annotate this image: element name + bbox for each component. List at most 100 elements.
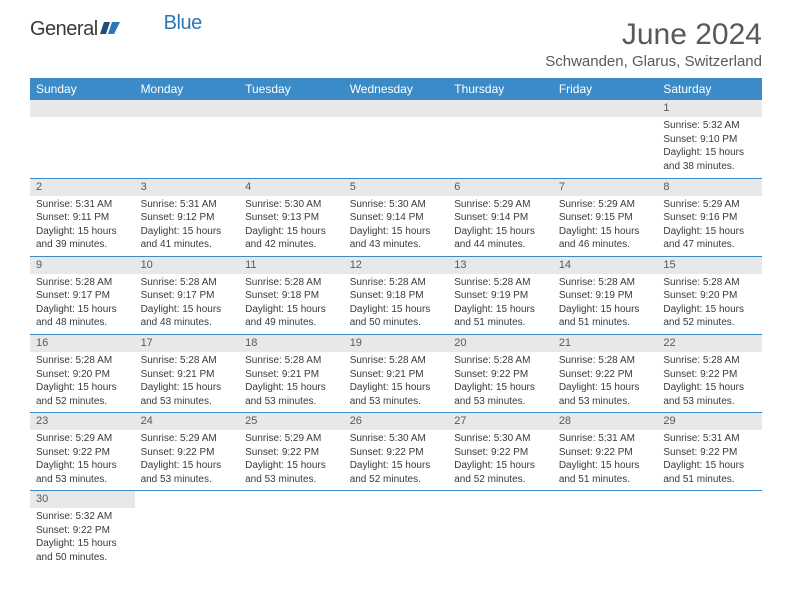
- day-body: Sunrise: 5:28 AMSunset: 9:19 PMDaylight:…: [553, 274, 658, 334]
- calendar-row: 9Sunrise: 5:28 AMSunset: 9:17 PMDaylight…: [30, 256, 762, 334]
- day-number: 6: [448, 179, 553, 196]
- day-body: Sunrise: 5:28 AMSunset: 9:20 PMDaylight:…: [30, 352, 135, 412]
- day-number: [135, 100, 240, 117]
- day-number: 15: [657, 257, 762, 274]
- weekday-header: Tuesday: [239, 78, 344, 100]
- calendar-row: 23Sunrise: 5:29 AMSunset: 9:22 PMDayligh…: [30, 413, 762, 491]
- day-body: Sunrise: 5:28 AMSunset: 9:20 PMDaylight:…: [657, 274, 762, 334]
- calendar-cell: [30, 100, 135, 178]
- weekday-header: Monday: [135, 78, 240, 100]
- logo-text-general: General: [30, 18, 98, 41]
- day-number: [553, 100, 658, 117]
- day-number: 8: [657, 179, 762, 196]
- day-number: 12: [344, 257, 449, 274]
- calendar-cell: 8Sunrise: 5:29 AMSunset: 9:16 PMDaylight…: [657, 178, 762, 256]
- calendar-cell: 15Sunrise: 5:28 AMSunset: 9:20 PMDayligh…: [657, 256, 762, 334]
- day-number: 3: [135, 179, 240, 196]
- day-body: Sunrise: 5:28 AMSunset: 9:19 PMDaylight:…: [448, 274, 553, 334]
- day-number: 2: [30, 179, 135, 196]
- day-number: [448, 100, 553, 117]
- calendar-cell: 24Sunrise: 5:29 AMSunset: 9:22 PMDayligh…: [135, 413, 240, 491]
- calendar-cell: [448, 491, 553, 569]
- day-body: Sunrise: 5:28 AMSunset: 9:21 PMDaylight:…: [239, 352, 344, 412]
- calendar-cell: 11Sunrise: 5:28 AMSunset: 9:18 PMDayligh…: [239, 256, 344, 334]
- day-body: Sunrise: 5:31 AMSunset: 9:22 PMDaylight:…: [657, 430, 762, 490]
- calendar-row: 16Sunrise: 5:28 AMSunset: 9:20 PMDayligh…: [30, 334, 762, 412]
- day-number: 13: [448, 257, 553, 274]
- weekday-header: Saturday: [657, 78, 762, 100]
- logo-text-blue: Blue: [164, 12, 202, 35]
- calendar-cell: 27Sunrise: 5:30 AMSunset: 9:22 PMDayligh…: [448, 413, 553, 491]
- day-body: Sunrise: 5:31 AMSunset: 9:22 PMDaylight:…: [553, 430, 658, 490]
- day-body: Sunrise: 5:29 AMSunset: 9:22 PMDaylight:…: [30, 430, 135, 490]
- day-body: [135, 117, 240, 123]
- day-number: 30: [30, 491, 135, 508]
- calendar-cell: 21Sunrise: 5:28 AMSunset: 9:22 PMDayligh…: [553, 334, 658, 412]
- day-number: 5: [344, 179, 449, 196]
- calendar-cell: 10Sunrise: 5:28 AMSunset: 9:17 PMDayligh…: [135, 256, 240, 334]
- day-body: Sunrise: 5:31 AMSunset: 9:11 PMDaylight:…: [30, 196, 135, 256]
- day-number: 14: [553, 257, 658, 274]
- day-number: 24: [135, 413, 240, 430]
- calendar-cell: [135, 491, 240, 569]
- calendar-cell: 23Sunrise: 5:29 AMSunset: 9:22 PMDayligh…: [30, 413, 135, 491]
- day-body: Sunrise: 5:32 AMSunset: 9:22 PMDaylight:…: [30, 508, 135, 568]
- day-body: Sunrise: 5:28 AMSunset: 9:22 PMDaylight:…: [448, 352, 553, 412]
- day-body: Sunrise: 5:29 AMSunset: 9:22 PMDaylight:…: [239, 430, 344, 490]
- day-number: 18: [239, 335, 344, 352]
- day-body: [553, 117, 658, 123]
- day-body: Sunrise: 5:28 AMSunset: 9:22 PMDaylight:…: [553, 352, 658, 412]
- day-number: 7: [553, 179, 658, 196]
- calendar-cell: 16Sunrise: 5:28 AMSunset: 9:20 PMDayligh…: [30, 334, 135, 412]
- calendar-cell: 20Sunrise: 5:28 AMSunset: 9:22 PMDayligh…: [448, 334, 553, 412]
- day-body: Sunrise: 5:29 AMSunset: 9:15 PMDaylight:…: [553, 196, 658, 256]
- calendar-cell: 28Sunrise: 5:31 AMSunset: 9:22 PMDayligh…: [553, 413, 658, 491]
- weekday-header: Thursday: [448, 78, 553, 100]
- day-body: Sunrise: 5:30 AMSunset: 9:14 PMDaylight:…: [344, 196, 449, 256]
- day-number: 19: [344, 335, 449, 352]
- calendar-cell: [657, 491, 762, 569]
- day-body: Sunrise: 5:29 AMSunset: 9:16 PMDaylight:…: [657, 196, 762, 256]
- weekday-header: Friday: [553, 78, 658, 100]
- calendar-cell: 6Sunrise: 5:29 AMSunset: 9:14 PMDaylight…: [448, 178, 553, 256]
- day-number: 10: [135, 257, 240, 274]
- day-body: Sunrise: 5:32 AMSunset: 9:10 PMDaylight:…: [657, 117, 762, 177]
- day-number: [30, 100, 135, 117]
- title-block: June 2024 Schwanden, Glarus, Switzerland: [545, 18, 762, 70]
- day-body: Sunrise: 5:30 AMSunset: 9:22 PMDaylight:…: [344, 430, 449, 490]
- day-number: 23: [30, 413, 135, 430]
- day-body: [239, 117, 344, 123]
- calendar-cell: 5Sunrise: 5:30 AMSunset: 9:14 PMDaylight…: [344, 178, 449, 256]
- calendar-cell: 14Sunrise: 5:28 AMSunset: 9:19 PMDayligh…: [553, 256, 658, 334]
- day-number: 28: [553, 413, 658, 430]
- day-body: Sunrise: 5:28 AMSunset: 9:22 PMDaylight:…: [657, 352, 762, 412]
- weekday-header: Wednesday: [344, 78, 449, 100]
- day-body: Sunrise: 5:28 AMSunset: 9:21 PMDaylight:…: [135, 352, 240, 412]
- calendar-cell: 25Sunrise: 5:29 AMSunset: 9:22 PMDayligh…: [239, 413, 344, 491]
- calendar-cell: [239, 491, 344, 569]
- calendar-table: SundayMondayTuesdayWednesdayThursdayFrid…: [30, 78, 762, 569]
- day-body: Sunrise: 5:28 AMSunset: 9:18 PMDaylight:…: [239, 274, 344, 334]
- calendar-cell: 4Sunrise: 5:30 AMSunset: 9:13 PMDaylight…: [239, 178, 344, 256]
- calendar-cell: 7Sunrise: 5:29 AMSunset: 9:15 PMDaylight…: [553, 178, 658, 256]
- day-number: 29: [657, 413, 762, 430]
- day-body: [30, 117, 135, 123]
- day-number: 16: [30, 335, 135, 352]
- day-number: 4: [239, 179, 344, 196]
- calendar-cell: 30Sunrise: 5:32 AMSunset: 9:22 PMDayligh…: [30, 491, 135, 569]
- day-body: Sunrise: 5:28 AMSunset: 9:17 PMDaylight:…: [135, 274, 240, 334]
- calendar-cell: 26Sunrise: 5:30 AMSunset: 9:22 PMDayligh…: [344, 413, 449, 491]
- calendar-cell: [239, 100, 344, 178]
- calendar-cell: 17Sunrise: 5:28 AMSunset: 9:21 PMDayligh…: [135, 334, 240, 412]
- day-body: Sunrise: 5:29 AMSunset: 9:14 PMDaylight:…: [448, 196, 553, 256]
- calendar-cell: [135, 100, 240, 178]
- page-subtitle: Schwanden, Glarus, Switzerland: [545, 53, 762, 70]
- calendar-cell: 9Sunrise: 5:28 AMSunset: 9:17 PMDaylight…: [30, 256, 135, 334]
- day-number: 22: [657, 335, 762, 352]
- day-body: Sunrise: 5:30 AMSunset: 9:22 PMDaylight:…: [448, 430, 553, 490]
- day-number: [344, 100, 449, 117]
- calendar-cell: [344, 100, 449, 178]
- weekday-header-row: SundayMondayTuesdayWednesdayThursdayFrid…: [30, 78, 762, 100]
- day-number: 17: [135, 335, 240, 352]
- calendar-cell: [553, 100, 658, 178]
